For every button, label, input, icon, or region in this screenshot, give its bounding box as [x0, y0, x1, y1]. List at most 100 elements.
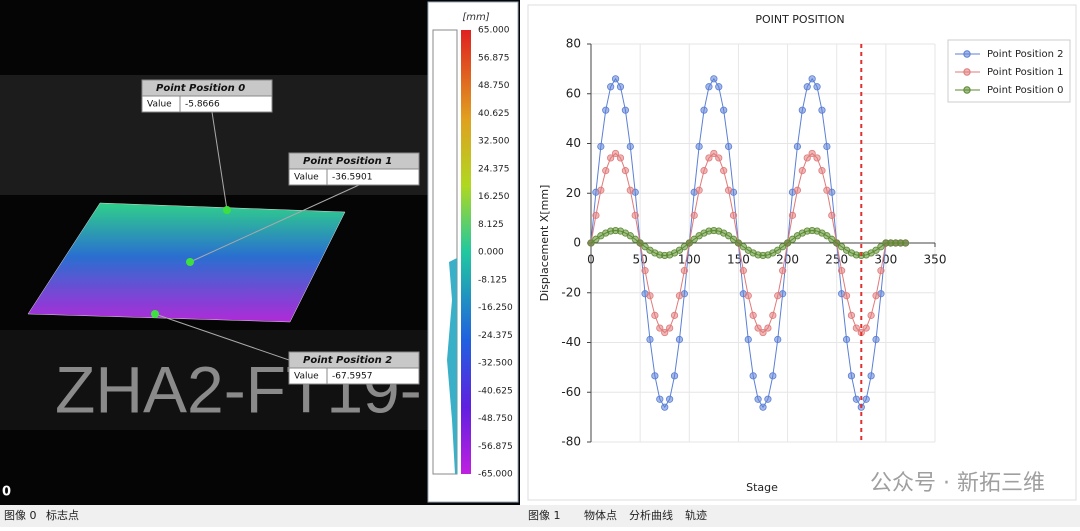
annotation-body — [288, 367, 420, 385]
point — [808, 149, 816, 158]
point — [759, 328, 767, 337]
annotation-title: Point Position 1 — [303, 156, 392, 167]
point — [597, 186, 605, 194]
point — [602, 167, 610, 175]
point — [803, 154, 811, 162]
point — [759, 403, 767, 411]
point — [779, 243, 787, 251]
tab[interactable]: 图像 0 — [4, 509, 37, 522]
point — [724, 186, 733, 194]
point — [690, 235, 698, 243]
point — [631, 235, 639, 243]
point — [729, 211, 738, 219]
tab[interactable]: 标志点 — [46, 508, 79, 522]
point — [715, 83, 723, 91]
colorbar-label: -48.750 — [478, 414, 513, 424]
point — [729, 235, 738, 243]
colorbar-label: -65.000 — [478, 470, 513, 480]
annotation-title: Point Position 2 — [303, 355, 392, 366]
point — [700, 106, 708, 114]
point — [705, 83, 713, 91]
point-marker — [186, 258, 194, 266]
point — [842, 292, 851, 300]
point — [744, 335, 752, 344]
point — [833, 239, 841, 247]
chart-border — [527, 4, 1077, 501]
annotation-value: -36.5901 — [332, 173, 372, 183]
point — [739, 267, 747, 275]
point — [592, 235, 600, 243]
point — [793, 186, 802, 194]
colorbar-label: -32.500 — [478, 359, 513, 369]
point — [838, 243, 846, 251]
colorbar-label: -8.125 — [478, 275, 507, 285]
point — [764, 395, 772, 403]
point — [813, 154, 821, 162]
colorbar-label: 56.875 — [478, 53, 510, 63]
tab[interactable]: 分析曲线 — [629, 508, 673, 522]
tab[interactable]: 轨迹 — [685, 508, 707, 522]
point — [611, 75, 620, 83]
y-tick-label: -80 — [561, 435, 581, 449]
point — [877, 267, 885, 275]
point — [695, 142, 703, 151]
point — [675, 246, 684, 254]
frame-label: 0 — [2, 485, 11, 500]
x-tick-label: 250 — [825, 253, 848, 267]
point — [872, 246, 880, 254]
point — [592, 211, 600, 219]
annotation-title: Point Position 0 — [156, 83, 245, 94]
tab-bar — [0, 505, 1080, 527]
point — [774, 246, 782, 254]
point — [739, 243, 747, 251]
y-tick-label: 20 — [566, 186, 581, 200]
point — [744, 292, 752, 300]
legend-label: Point Position 1 — [987, 67, 1063, 78]
colorbar-label: 16.250 — [478, 192, 510, 202]
legend-label: Point Position 0 — [987, 85, 1063, 96]
point — [621, 167, 630, 175]
legend-label: Point Position 2 — [987, 49, 1063, 60]
point — [838, 267, 846, 275]
point — [641, 267, 649, 275]
y-tick-label: -20 — [561, 285, 581, 299]
point — [867, 372, 875, 380]
point-marker — [223, 206, 231, 214]
point — [656, 324, 664, 332]
point — [587, 239, 595, 247]
y-tick-label: -60 — [561, 385, 581, 399]
point — [666, 324, 674, 332]
colorbar-label: 40.625 — [478, 109, 510, 119]
point — [680, 243, 688, 251]
point — [646, 335, 654, 344]
point — [872, 292, 880, 300]
colorbar-label: -56.875 — [478, 442, 513, 452]
point — [675, 292, 684, 300]
point — [661, 403, 669, 411]
watermark: 公众号 · 新拓三维 — [870, 471, 1045, 496]
point — [646, 292, 654, 300]
y-tick-label: 80 — [566, 37, 581, 51]
point — [666, 395, 674, 403]
point — [656, 395, 664, 403]
point — [680, 267, 688, 275]
colorbar-label: -40.625 — [478, 386, 513, 396]
y-tick-label: 60 — [566, 86, 581, 100]
tab[interactable]: 物体点 — [584, 508, 617, 522]
point — [616, 154, 625, 162]
point — [828, 211, 836, 219]
y-tick-label: -40 — [561, 335, 581, 349]
point-marker — [151, 310, 159, 318]
tab[interactable]: 图像 1 — [528, 509, 561, 522]
point — [734, 239, 743, 247]
point — [813, 83, 821, 91]
y-tick-label: 40 — [566, 136, 581, 150]
point — [661, 328, 669, 337]
point — [720, 106, 728, 114]
point — [616, 83, 625, 91]
leader-line — [189, 184, 360, 263]
x-tick-label: 100 — [678, 253, 701, 267]
point — [754, 324, 762, 332]
point — [862, 395, 870, 403]
chart-title: POINT POSITION — [755, 13, 844, 26]
